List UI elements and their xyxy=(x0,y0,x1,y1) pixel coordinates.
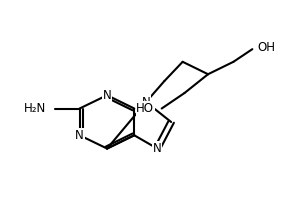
Text: OH: OH xyxy=(258,41,276,54)
Text: HO: HO xyxy=(136,102,154,115)
Text: N: N xyxy=(75,129,84,142)
Text: N: N xyxy=(103,89,111,102)
Text: N: N xyxy=(142,95,150,108)
Text: H₂N: H₂N xyxy=(24,102,46,115)
Text: N: N xyxy=(153,142,162,155)
